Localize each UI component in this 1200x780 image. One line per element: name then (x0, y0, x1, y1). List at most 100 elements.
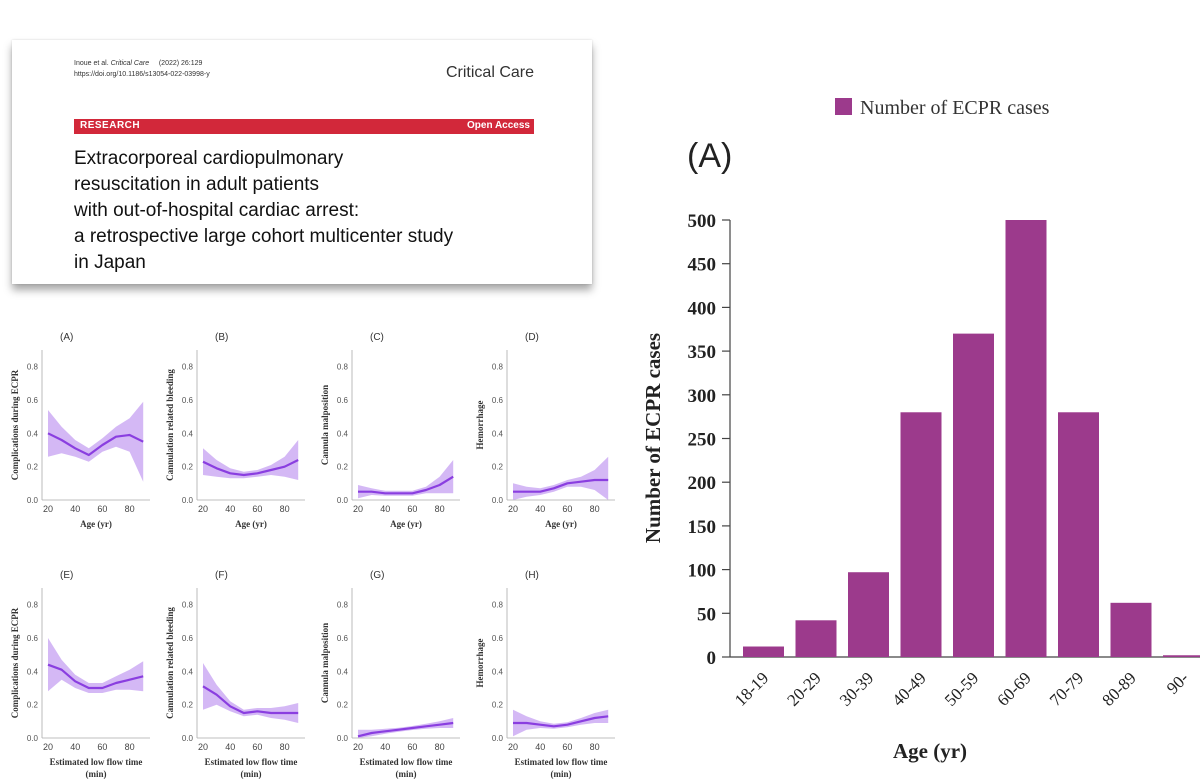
y-tick-label: 0.4 (182, 667, 194, 676)
citation-year-volume: (2022) 26:129 (158, 60, 203, 67)
x-axis-title-unit: (min) (241, 769, 262, 779)
trend-line (47, 663, 144, 690)
y-tick-label: 0.4 (27, 667, 39, 676)
x-tick-label: 80 (590, 742, 600, 752)
panel-label: (H) (525, 570, 539, 581)
citation-authors: Inoue et al. (74, 60, 109, 67)
panel-label: (F) (215, 570, 228, 581)
y-tick-label: 0.2 (337, 463, 349, 472)
y-axis-title: Complications during ECPR (10, 607, 20, 718)
x-tick-label: 60 (407, 504, 417, 514)
x-tick-label: 20 (508, 742, 518, 752)
y-tick-label: 0.4 (337, 429, 349, 438)
x-tick-label: 40 (535, 504, 545, 514)
citation-line: Inoue et al. Critical Care (2022) 26:129 (74, 60, 202, 67)
y-axis-title: Cannula malposition (320, 385, 330, 465)
y-tick-label: 0.8 (27, 601, 39, 610)
y-axis-title: Hemorrhage (475, 639, 485, 688)
bar (1110, 602, 1152, 657)
y-tick-label: 0.4 (492, 429, 504, 438)
bar (900, 412, 942, 657)
x-axis-title-unit: (min) (396, 769, 417, 779)
bar (1005, 220, 1047, 657)
y-tick-label: 300 (688, 386, 717, 407)
y-tick-label: 0.0 (27, 734, 39, 743)
y-tick-label: 0.6 (27, 396, 39, 405)
small-multiple-panel: (A) 0.0 0.2 0.4 0.6 0.8 20 40 60 80 Complications … (10, 332, 150, 529)
y-tick-label: 450 (688, 255, 717, 276)
y-tick-label: 0.8 (337, 601, 349, 610)
x-tick-label: 40 (535, 742, 545, 752)
ecpr-age-bar-chart: Number of ECPR cases (A) 0 50 100 150 200 250 30… (641, 97, 1200, 763)
y-tick-label: 0.0 (182, 496, 194, 505)
x-tick-label: 40 (225, 504, 235, 514)
x-axis-title-unit: (min) (551, 769, 572, 779)
x-tick-label: 20-29 (783, 668, 824, 709)
y-tick-label: 0.2 (492, 463, 504, 472)
title-line: Extracorporeal cardiopulmonary (74, 148, 344, 169)
y-tick-label: 0.0 (27, 496, 39, 505)
bar (743, 646, 784, 657)
x-tick-label: 80-89 (1098, 668, 1139, 709)
trend-line (202, 459, 299, 477)
y-axis-title: Cannulation related bleeding (165, 369, 175, 481)
x-tick-label: 20 (353, 504, 363, 514)
x-tick-label: 40 (380, 742, 390, 752)
title-line: with out-of-hospital cardiac arrest: (74, 200, 360, 221)
bar (795, 620, 837, 657)
x-tick-label: 60 (252, 742, 262, 752)
x-tick-label: 50-59 (941, 668, 982, 709)
y-tick-label: 0.2 (27, 701, 39, 710)
x-tick-label: 40-49 (888, 668, 929, 709)
x-tick-label: 60 (97, 504, 107, 514)
y-tick-label: 0.2 (27, 463, 39, 472)
legend-swatch (835, 98, 852, 115)
journal-name: Critical Care (445, 64, 534, 81)
trend-line (202, 685, 299, 715)
y-axis-title: Complications during ECPR (10, 369, 20, 480)
x-tick-label: 80 (280, 504, 290, 514)
x-tick-label: 80 (435, 504, 445, 514)
bar (1058, 412, 1099, 657)
doi-link[interactable]: https://doi.org/10.1186/s13054-022-03998… (74, 71, 210, 78)
x-axis-title: Age (yr) (390, 519, 422, 529)
y-tick-label: 0.0 (182, 734, 194, 743)
y-tick-label: 0.4 (337, 667, 349, 676)
x-axis-title-unit: (min) (86, 769, 107, 779)
y-tick-label: 200 (688, 473, 717, 494)
y-tick-label: 0.4 (492, 667, 504, 676)
x-tick-label: 40 (70, 742, 80, 752)
panel-label: (E) (60, 570, 73, 581)
trend-line (357, 721, 454, 738)
x-axis-title: Estimated low flow time (515, 757, 608, 767)
trend-line (513, 715, 609, 728)
x-axis-title: Age (yr) (80, 519, 112, 529)
y-tick-label: 0.6 (27, 634, 39, 643)
x-axis-title: Age (yr) (235, 519, 267, 529)
x-tick-label: 80 (125, 504, 135, 514)
y-tick-label: 0.4 (182, 429, 194, 438)
legend-label: Number of ECPR cases (860, 97, 1050, 119)
x-tick-label: 20 (508, 504, 518, 514)
confidence-band (203, 663, 299, 723)
confidence-band (513, 456, 609, 500)
x-axis-title: Estimated low flow time (50, 757, 143, 767)
section-banner: RESEARCH Open Access (74, 119, 534, 134)
x-tick-label: 60 (562, 742, 572, 752)
small-multiples-grid: (A) 0.0 0.2 0.4 0.6 0.8 20 40 60 80 Complications … (10, 332, 615, 779)
x-tick-label: 60 (97, 742, 107, 752)
trend-line (513, 478, 609, 493)
y-axis-title: Cannula malposition (320, 623, 330, 703)
title-line: a retrospective large cohort multicenter… (74, 226, 454, 247)
panel-label: (B) (215, 332, 228, 343)
title-line: resuscitation in adult patients (74, 174, 320, 195)
x-tick-label: 60 (562, 504, 572, 514)
y-tick-label: 350 (688, 342, 717, 363)
trend-line (47, 432, 144, 457)
y-tick-label: 0.0 (337, 734, 349, 743)
x-tick-label: 20 (43, 504, 53, 514)
y-tick-label: 0.0 (492, 496, 504, 505)
citation-journal: Critical Care (110, 60, 150, 67)
y-tick-label: 0.8 (182, 601, 194, 610)
y-tick-label: 0.0 (492, 734, 504, 743)
